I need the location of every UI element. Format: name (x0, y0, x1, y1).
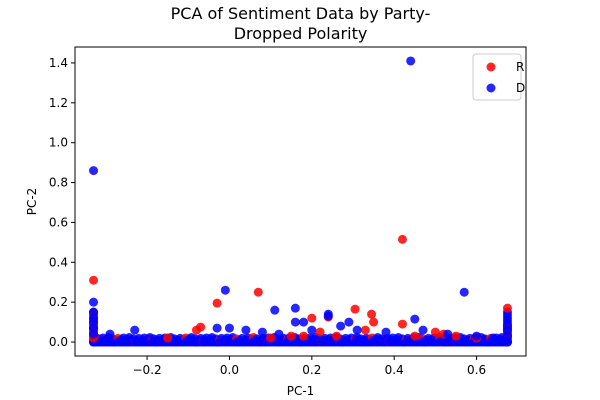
point-D (224, 323, 234, 333)
point-D (105, 329, 115, 339)
dense-point-band (89, 307, 512, 347)
point-D (241, 325, 251, 335)
y-tick-label: 1.4 (49, 56, 68, 70)
point-R (307, 313, 317, 323)
point-R (253, 287, 263, 297)
point-R (196, 322, 206, 332)
point-D (323, 311, 333, 321)
scatter-points (89, 56, 512, 343)
point-D (89, 329, 99, 339)
x-tick-label: 0.4 (385, 363, 404, 377)
point-R (410, 331, 420, 341)
legend-marker-R (486, 62, 496, 72)
point-R (266, 333, 276, 343)
point-R (430, 327, 440, 337)
legend-label-R: R (516, 60, 524, 74)
y-tick-label: 1.2 (49, 96, 68, 110)
y-tick-label: 0.4 (49, 255, 68, 269)
point-D (290, 317, 300, 327)
chart-title: PCA of Sentiment Data by Party-Dropped P… (171, 4, 431, 43)
point-D (130, 325, 140, 335)
point-D (344, 317, 354, 327)
point-R (332, 331, 342, 341)
point-R (367, 309, 377, 319)
point-D (270, 305, 280, 315)
legend-label-D: D (516, 81, 525, 95)
axes-frame (74, 46, 527, 357)
point-D (472, 331, 482, 341)
point-D (443, 329, 453, 339)
legend-box (472, 53, 522, 101)
point-D (299, 317, 309, 327)
point-D (274, 329, 284, 339)
point-D (89, 166, 99, 176)
y-tick-label: 0.2 (49, 295, 68, 309)
point-D (406, 56, 416, 66)
chart-title-line: Dropped Polarity (234, 24, 368, 43)
point-D (290, 303, 300, 313)
point-R (350, 304, 360, 314)
point-D (418, 325, 428, 335)
y-tick-label: 0.6 (49, 215, 68, 229)
point-D (488, 333, 498, 343)
point-R (360, 325, 370, 335)
point-R (397, 234, 407, 244)
point-D (381, 327, 391, 337)
point-D (352, 325, 362, 335)
point-R (397, 319, 407, 329)
point-R (502, 303, 512, 313)
x-tick-label: 0.6 (467, 363, 486, 377)
point-D (336, 321, 346, 331)
point-D (220, 285, 230, 295)
point-D (502, 321, 512, 331)
legend: RD (472, 53, 525, 101)
point-R (212, 298, 222, 308)
point-R (299, 331, 309, 341)
y-tick-label: 0.0 (49, 335, 68, 349)
point-D (459, 287, 469, 297)
point-R (369, 317, 379, 327)
point-R (89, 275, 99, 285)
point-D (410, 314, 420, 324)
point-R (163, 333, 173, 343)
x-tick-label: 0.2 (302, 363, 321, 377)
point-R (286, 331, 296, 341)
point-R (451, 331, 461, 341)
chart-title-line: PCA of Sentiment Data by Party- (171, 4, 431, 23)
y-axis-ticks: 0.0 0.2 0.4 0.6 0.8 1.0 1.2 1.4 (49, 56, 75, 349)
legend-marker-D (486, 83, 496, 93)
point-R (315, 327, 325, 337)
x-tick-label: −0.2 (133, 363, 162, 377)
y-tick-label: 1.0 (49, 136, 68, 150)
point-D (257, 327, 267, 337)
point-D (212, 323, 222, 333)
y-tick-label: 0.8 (49, 176, 68, 190)
x-axis-label: PC-1 (287, 384, 315, 398)
point-D (89, 297, 99, 307)
x-axis-ticks: −0.2 0.0 0.2 0.4 0.6 (133, 356, 486, 377)
point-D (307, 325, 317, 335)
x-tick-label: 0.0 (220, 363, 239, 377)
y-axis-label: PC-2 (25, 188, 39, 216)
